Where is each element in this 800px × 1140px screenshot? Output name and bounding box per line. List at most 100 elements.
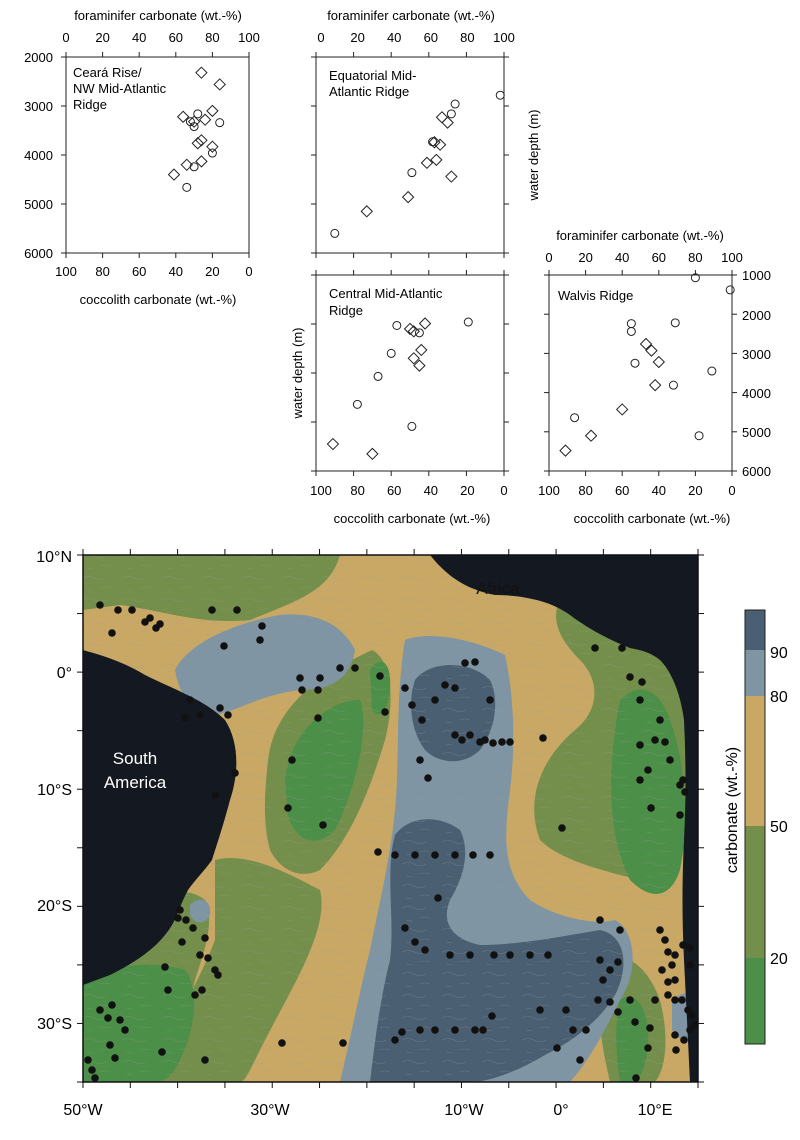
p3-bottom-ticks: 100 80 60 40 20 0 — [310, 483, 507, 498]
p4-bottom-tick: 80 — [578, 483, 592, 498]
core-site-dot — [196, 951, 204, 959]
core-site-dot — [676, 781, 684, 789]
core-site-dot — [686, 1026, 694, 1034]
data-point-circle — [428, 137, 438, 147]
data-point-diamond — [407, 352, 420, 365]
core-site-dot — [339, 1039, 347, 1047]
colorbar-tick: 90 — [770, 645, 788, 662]
p4-depth-tick: 5000 — [742, 425, 771, 440]
data-point-diamond — [652, 355, 666, 369]
p4-top-axis-label: foraminifer carbonate (wt.-%) — [556, 228, 724, 243]
core-site-dot — [636, 696, 644, 704]
core-site-dot — [658, 966, 666, 974]
p4-bottom-tick: 20 — [688, 483, 702, 498]
core-site-dot — [174, 914, 182, 922]
core-site-dot — [451, 684, 459, 692]
p4-top-tick: 80 — [688, 250, 702, 265]
core-site-dot — [451, 731, 459, 739]
core-site-dot — [678, 996, 686, 1004]
core-site-dot — [616, 926, 624, 934]
core-site-dot — [220, 642, 228, 650]
core-site-dot — [408, 701, 416, 709]
p3-bottom-tick: 80 — [350, 483, 364, 498]
p3-left-axis-label: water depth (m) — [290, 327, 305, 419]
data-point-circle — [386, 348, 396, 358]
data-point-diamond — [403, 322, 417, 336]
core-site-dot — [461, 659, 469, 667]
data-point-circle — [189, 162, 199, 172]
core-site-dot — [182, 916, 190, 924]
core-site-dot — [158, 1048, 166, 1056]
data-point-diamond — [428, 136, 441, 149]
core-site-dot — [431, 1026, 439, 1034]
core-site-dot — [466, 731, 474, 739]
colorbar-frame — [744, 609, 766, 1045]
core-site-dot — [626, 673, 634, 681]
lon-tick-label: 30°W — [250, 1102, 290, 1119]
p3-bottom-tick: 100 — [310, 483, 332, 498]
core-site-dot — [424, 774, 432, 782]
core-site-dot — [401, 684, 409, 692]
p4-bottom-axis-label: coccolith carbonate (wt.-%) — [574, 511, 731, 526]
core-site-dot — [681, 788, 689, 796]
core-site-dot — [434, 894, 442, 902]
core-site-dot — [471, 658, 479, 666]
map-label-south-america: South — [113, 749, 157, 768]
core-site-dot — [676, 811, 684, 819]
core-site-dot — [644, 766, 652, 774]
data-point-circle — [182, 182, 192, 192]
p2-title-line: Equatorial Mid- — [329, 68, 416, 83]
p4-depth-tick: 6000 — [742, 464, 771, 479]
core-site-dot — [391, 851, 399, 859]
data-point-circle — [414, 328, 424, 338]
core-site-dot — [614, 1008, 622, 1016]
core-site-dot — [316, 674, 324, 682]
core-site-dot — [288, 756, 296, 764]
p2-top-tick: 20 — [350, 30, 364, 45]
data-point-circle — [446, 109, 456, 119]
p1-top-tick: 0 — [62, 30, 69, 45]
core-site-dot — [606, 966, 614, 974]
core-site-dot — [671, 976, 679, 984]
data-point-diamond — [648, 378, 662, 392]
data-point-circle — [330, 228, 340, 238]
core-site-dot — [96, 601, 104, 609]
core-site-dot — [108, 629, 116, 637]
p4-depth-tick: 2000 — [742, 308, 771, 323]
core-site-dot — [526, 951, 534, 959]
core-site-dot — [671, 1031, 679, 1039]
p4-depth-tick: 1000 — [742, 268, 771, 283]
core-site-dot — [416, 1026, 424, 1034]
lat-tick-label: 10°S — [37, 782, 72, 799]
data-point-circle — [707, 366, 717, 376]
core-site-dot — [668, 961, 676, 969]
p4-top-tick: 0 — [545, 250, 552, 265]
data-point-circle — [450, 99, 460, 109]
core-site-dot — [686, 944, 694, 952]
core-site-dot — [181, 714, 189, 722]
data-point-diamond — [206, 140, 219, 153]
p2-right-axis-label: water depth (m) — [526, 109, 541, 201]
data-point-diamond — [195, 155, 208, 168]
p1-marks — [61, 52, 250, 258]
core-site-dot — [128, 606, 136, 614]
core-site-dot — [298, 686, 306, 694]
core-site-dot — [558, 824, 566, 832]
core-site-dot — [471, 1026, 479, 1034]
core-site-dot — [479, 1026, 487, 1034]
core-site-dot — [688, 1011, 696, 1019]
core-site-dot — [198, 986, 206, 994]
p1-depth-tick: 5000 — [24, 197, 53, 212]
data-point-diamond — [441, 116, 454, 129]
p2-top-tick: 0 — [317, 30, 324, 45]
core-site-dot — [104, 1014, 112, 1022]
core-site-dot — [498, 738, 506, 746]
core-site-dot — [596, 916, 604, 924]
core-site-dot — [486, 851, 494, 859]
core-site-dot — [490, 951, 498, 959]
p2-top-tick: 80 — [460, 30, 474, 45]
core-site-dot — [644, 1044, 652, 1052]
p3-bottom-tick: 40 — [424, 483, 438, 498]
core-site-dot — [664, 991, 672, 999]
